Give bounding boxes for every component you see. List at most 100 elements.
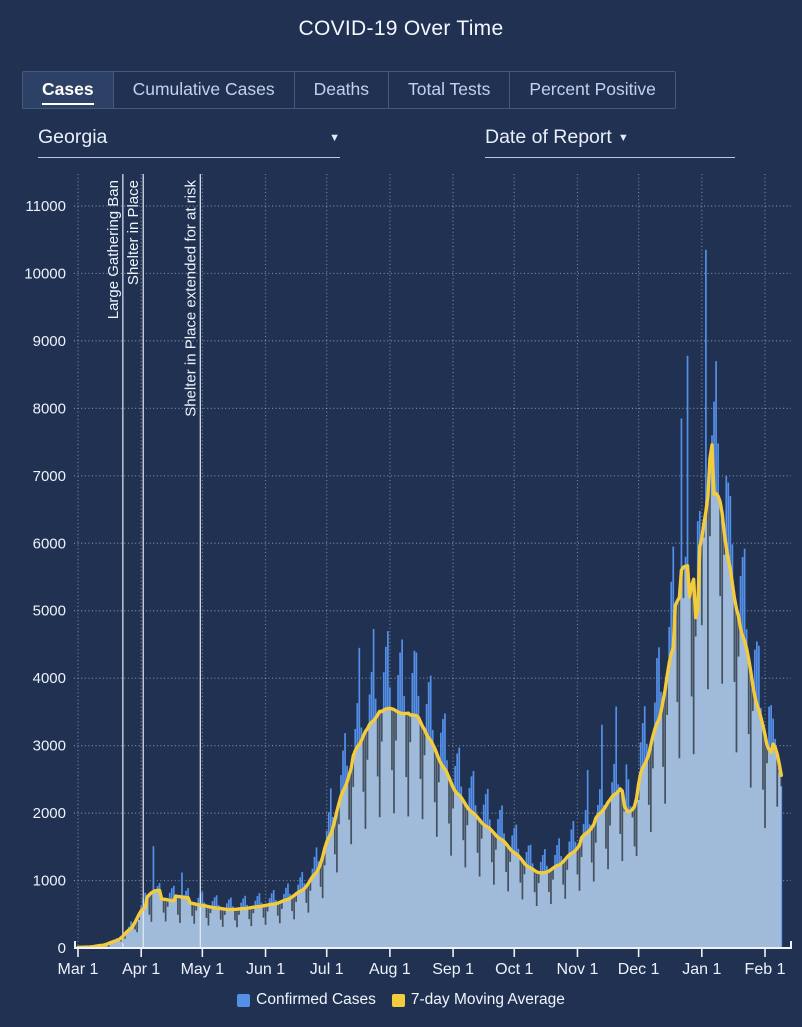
below-average-bar [621,792,624,862]
below-average-bar [707,496,709,690]
below-average-bar [352,757,355,788]
below-average-bar [448,778,450,824]
below-average-bar [281,902,283,909]
below-average-bar [592,825,595,882]
below-average-bar [391,709,393,771]
below-average-bar [209,908,212,914]
below-average-bar [580,838,583,857]
y-tick-label: 3000 [33,738,66,755]
below-average-bar [150,893,153,922]
cases-over-time-chart[interactable]: Large Gathering Ban Shelter in Place Shelt… [0,166,802,990]
below-average-bar [562,862,565,885]
below-average-bar [690,586,693,697]
below-average-bar [366,729,369,760]
region-dropdown[interactable]: Georgia ▼ [38,126,340,158]
below-average-bar [238,909,240,915]
below-average-bar [682,568,685,599]
below-average-bar [252,908,255,914]
below-average-bar [735,609,738,753]
below-average-bar [566,857,569,870]
below-average-bar [780,776,783,787]
y-tick-label: 1000 [33,873,66,890]
below-average-bar [537,873,540,884]
below-average-bar [124,934,126,939]
xaxis-dropdown[interactable]: Date of Report ▼ [485,126,735,158]
moving-average-swatch [391,993,405,1007]
page-title: COVID-19 Over Time [298,17,504,40]
below-average-bar [264,906,267,925]
below-average-bar [594,819,597,843]
below-average-bar [321,858,324,899]
x-tick-label: Jun 1 [246,961,285,978]
below-average-bar [721,514,724,684]
below-average-bar [323,849,326,866]
y-tick-label: 7000 [33,468,66,485]
below-average-bar [466,808,469,826]
below-average-bar [535,872,538,906]
below-average-bar [435,754,438,837]
y-tick-label: 5000 [33,603,66,620]
tab-deaths[interactable]: Deaths [295,72,390,108]
tab-cumulative-cases[interactable]: Cumulative Cases [114,72,295,108]
below-average-bar [619,789,622,834]
below-average-bar [393,710,395,814]
below-average-bar [564,860,567,899]
below-average-bar [195,905,198,911]
tab-percent-positive[interactable]: Percent Positive [529,79,656,99]
below-average-bar [747,660,750,735]
legend-item-moving-average: 7-day Moving Average [391,991,565,1009]
tab-total-tests[interactable]: Total Tests [389,72,511,108]
below-average-bar [179,897,181,923]
below-average-bar [652,737,654,769]
below-average-bar [236,910,238,928]
below-average-bar [605,806,607,849]
below-average-bar [649,745,652,833]
below-average-bar [505,844,507,873]
below-average-bar [334,821,336,855]
chart-controls: Georgia ▼ Date of Report ▼ [0,126,802,166]
below-average-bar [548,872,550,892]
below-average-bar [737,617,740,657]
below-average-bar [250,908,253,927]
below-average-bar [376,715,379,777]
below-average-bar [395,711,397,741]
below-average-bar [478,821,481,877]
x-tick-label: Sep 1 [432,961,474,978]
x-tick-label: May 1 [181,961,225,978]
below-average-bar [635,799,638,856]
below-average-bar [191,904,194,916]
below-average-bar [590,828,593,863]
xaxis-dropdown-value: Date of Report [485,126,612,148]
below-average-bar [694,618,697,637]
below-average-bar [450,783,452,856]
below-average-bar [362,736,365,792]
chart-legend: Confirmed Cases 7-day Moving Average [0,991,802,1009]
below-average-bar [462,801,465,841]
region-dropdown-value: Georgia [38,126,108,148]
below-average-bar [234,910,236,921]
below-average-bar [291,898,293,912]
y-tick-label: 2000 [33,805,66,822]
below-average-bar [700,539,703,626]
below-average-bar [134,923,136,930]
below-average-bar [733,599,736,682]
below-average-bar [766,746,768,764]
below-average-bar [452,788,454,809]
below-average-bar [609,800,611,826]
below-average-bar [409,715,412,743]
below-average-bar [521,861,524,900]
below-average-bar [223,910,226,915]
below-average-bar [607,803,609,870]
event-label: Large Gathering Ban [105,180,122,319]
below-average-bar [248,908,251,920]
below-average-bar [305,887,308,903]
below-average-bar [136,919,138,933]
below-average-bar [207,907,210,926]
legend-label: 7-day Moving Average [410,991,565,1008]
tab-bar: Cases Cumulative Cases Deaths Total Test… [22,71,676,109]
y-tick-label: 8000 [33,400,66,417]
tab-cases[interactable]: Cases [23,72,114,108]
below-average-bar [676,601,679,703]
below-average-bar [578,846,581,891]
below-average-bar [533,871,536,893]
